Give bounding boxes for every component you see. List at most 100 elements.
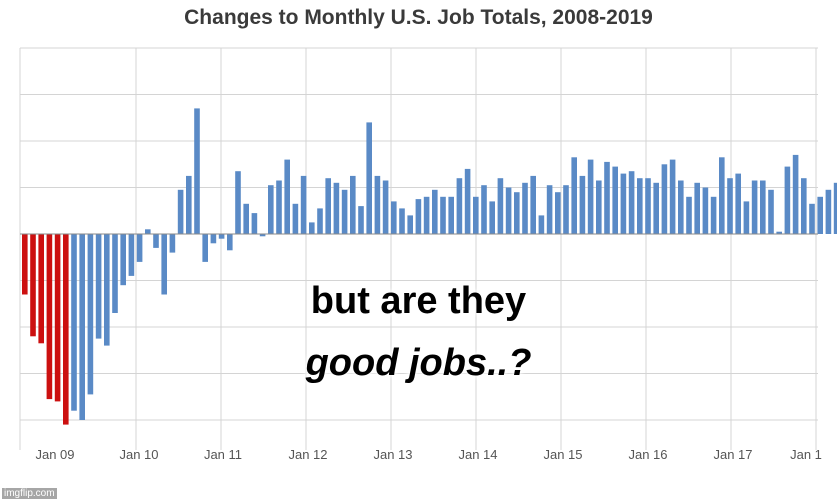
bar (235, 171, 241, 234)
x-axis-tick-labels: Jan 09 Jan 10 Jan 11 Jan 12 Jan 13 Jan 14 Jan … (35, 447, 821, 462)
bar (817, 196, 823, 234)
bar (809, 203, 815, 234)
x-tick-label: Jan 17 (713, 447, 752, 462)
x-tick-label: Jan 10 (119, 447, 158, 462)
bar (473, 196, 479, 234)
bar (95, 234, 102, 339)
bar (366, 122, 372, 234)
bar (423, 196, 430, 234)
bar (620, 173, 627, 235)
bar (210, 234, 217, 244)
bar (727, 178, 733, 234)
bar (153, 234, 159, 248)
bar (194, 108, 200, 234)
bar (792, 154, 799, 234)
bar (653, 182, 659, 234)
bar (63, 234, 69, 425)
meme-caption-line1: but are they (310, 280, 527, 322)
bar (563, 185, 569, 234)
bar (596, 180, 602, 234)
bar (784, 166, 791, 234)
bar (415, 199, 422, 234)
bar (71, 234, 77, 411)
bar (833, 182, 837, 234)
bar (735, 173, 741, 235)
x-tick-label: Jan 13 (373, 447, 412, 462)
x-tick-label: Jan 11 (204, 447, 242, 462)
bar (128, 234, 135, 276)
bar (112, 234, 118, 313)
bar (284, 159, 290, 234)
bar (104, 234, 110, 346)
bar (801, 178, 807, 234)
bar (38, 234, 44, 344)
bar (145, 229, 151, 234)
bar (292, 203, 299, 234)
bar (391, 201, 397, 234)
bar (579, 175, 586, 234)
bar (464, 168, 471, 234)
bar (317, 208, 323, 234)
bar (300, 175, 307, 234)
bar (440, 196, 446, 234)
bar (30, 234, 36, 337)
bar (530, 175, 536, 234)
meme-caption-line2: good jobs..? (305, 342, 532, 384)
bar (489, 201, 495, 234)
bar (694, 182, 700, 234)
x-tick-label: Jan 09 (35, 447, 74, 462)
bar (227, 234, 233, 251)
bar (259, 234, 266, 237)
bar (514, 192, 520, 235)
bar (407, 215, 413, 234)
bar (136, 234, 143, 262)
bar (161, 234, 167, 295)
bar (374, 175, 381, 234)
bar (177, 189, 184, 234)
bar (382, 180, 389, 234)
bar (432, 189, 438, 234)
imgflip-watermark: imgflip.com (2, 488, 57, 499)
bar (751, 180, 758, 234)
bar (776, 231, 782, 234)
bar (251, 213, 258, 234)
bar (54, 234, 61, 402)
bar (587, 159, 594, 234)
bar (538, 215, 545, 234)
bar (358, 206, 364, 234)
chart-title: Changes to Monthly U.S. Job Totals, 2008… (184, 6, 653, 29)
bar (546, 185, 553, 234)
bar (669, 159, 676, 234)
bar (87, 234, 94, 395)
bar (760, 180, 766, 234)
bar (604, 161, 610, 234)
bar (218, 234, 225, 239)
bar (169, 234, 176, 253)
bar (522, 182, 528, 234)
x-tick-label: Jan 1 (790, 447, 822, 462)
bar (268, 185, 274, 234)
bar (325, 178, 331, 234)
bar (309, 222, 315, 234)
bar (22, 234, 28, 295)
bar (120, 234, 126, 286)
bar (637, 178, 643, 234)
x-tick-label: Jan 12 (288, 447, 327, 462)
bar (710, 196, 717, 234)
bar (46, 234, 53, 400)
bar (628, 171, 635, 234)
chart-bars (22, 108, 837, 425)
bar (645, 178, 651, 234)
bar (768, 189, 774, 234)
bar (399, 208, 405, 234)
bar (571, 157, 577, 234)
bar (456, 178, 463, 234)
x-tick-label: Jan 14 (458, 447, 497, 462)
bar (276, 180, 282, 234)
bar (341, 189, 348, 234)
x-tick-label: Jan 16 (628, 447, 667, 462)
bar (555, 192, 561, 235)
bar (743, 201, 750, 234)
bar (350, 175, 356, 234)
